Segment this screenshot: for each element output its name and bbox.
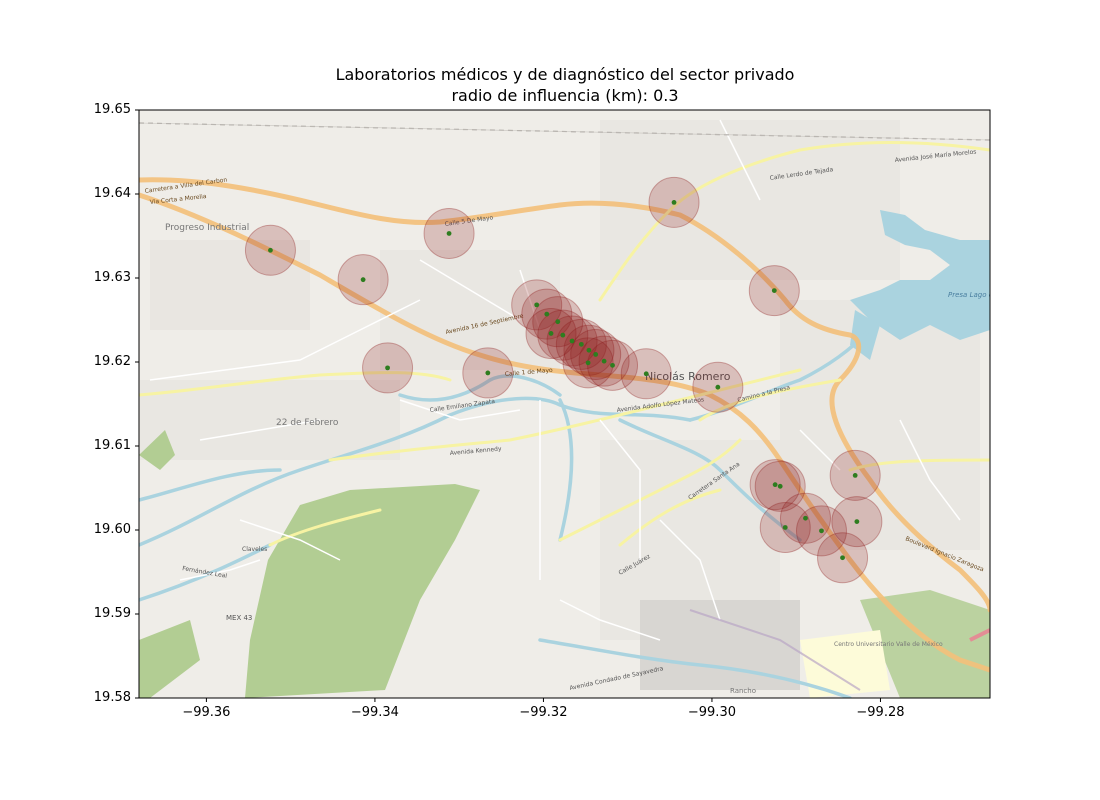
y-tick-label: 19.58: [93, 690, 131, 705]
x-tick-label: −99.32: [519, 705, 568, 720]
label-rancho: Rancho: [730, 687, 756, 695]
laboratory-point: [560, 332, 566, 338]
laboratory-point: [782, 525, 788, 530]
label-avenida-kennedy: Avenida Kennedy: [450, 445, 503, 457]
laboratory-point: [544, 311, 550, 317]
laboratory-point: [771, 288, 777, 293]
x-tick-label: −99.30: [687, 705, 736, 720]
x-tick-label: −99.36: [182, 705, 231, 720]
x-tick-label: −99.34: [350, 705, 399, 720]
laboratory-point: [601, 358, 607, 364]
laboratory-point: [548, 331, 554, 336]
x-tick-label: −99.28: [856, 705, 905, 720]
laboratory-point: [777, 483, 783, 489]
laboratory-point: [555, 319, 561, 325]
y-tick-label: 19.62: [93, 354, 131, 369]
label-presa: Presa Lago de Guadalupe: [948, 291, 1038, 299]
laboratory-point: [585, 360, 591, 366]
laboratory-point: [268, 247, 273, 253]
laboratory-point: [819, 528, 824, 534]
basemap: [139, 110, 990, 698]
laboratory-point: [671, 200, 677, 205]
label-nicolas-romero: Nicolás Romero: [645, 370, 731, 383]
y-tick-label: 19.61: [93, 438, 131, 453]
laboratory-point: [610, 362, 615, 368]
y-tick-label: 19.59: [93, 606, 131, 621]
laboratory-point: [534, 302, 540, 308]
laboratory-point: [803, 515, 808, 521]
label-centro-universitario: Centro Universitario Valle de México: [834, 641, 943, 648]
axis-ticks: [135, 109, 881, 702]
chart-title: Laboratorios médicos y de diagnóstico de…: [335, 65, 795, 84]
laboratory-point: [772, 482, 778, 488]
laboratory-point: [578, 341, 584, 347]
laboratory-point: [852, 473, 858, 478]
plot-frame: [138, 109, 991, 699]
laboratory-point: [446, 231, 452, 236]
label-calle-1-mayo: Calle 1 de Mayo: [505, 367, 554, 378]
laboratory-point: [569, 338, 575, 344]
label-claveles: Claveles: [242, 546, 267, 553]
laboratory-point: [840, 555, 845, 561]
points-layer: [268, 200, 860, 561]
y-tick-label: 19.63: [93, 270, 131, 285]
laboratory-point: [715, 384, 721, 390]
laboratory-point: [854, 519, 860, 524]
label-progreso-industrial: Progreso Industrial: [165, 223, 249, 233]
laboratory-point: [385, 365, 390, 371]
chart-subtitle: radio de influencia (km): 0.3: [451, 86, 679, 105]
laboratory-point: [485, 370, 491, 376]
y-tick-label: 19.65: [93, 102, 131, 117]
label-22-febrero: 22 de Febrero: [276, 418, 339, 428]
laboratory-point: [593, 352, 599, 357]
laboratory-point: [643, 371, 649, 377]
laboratory-point: [360, 277, 366, 283]
laboratory-point: [586, 347, 592, 353]
y-tick-label: 19.60: [93, 522, 131, 537]
y-tick-label: 19.64: [93, 186, 131, 201]
label-mex43: MEX 43: [226, 614, 252, 622]
